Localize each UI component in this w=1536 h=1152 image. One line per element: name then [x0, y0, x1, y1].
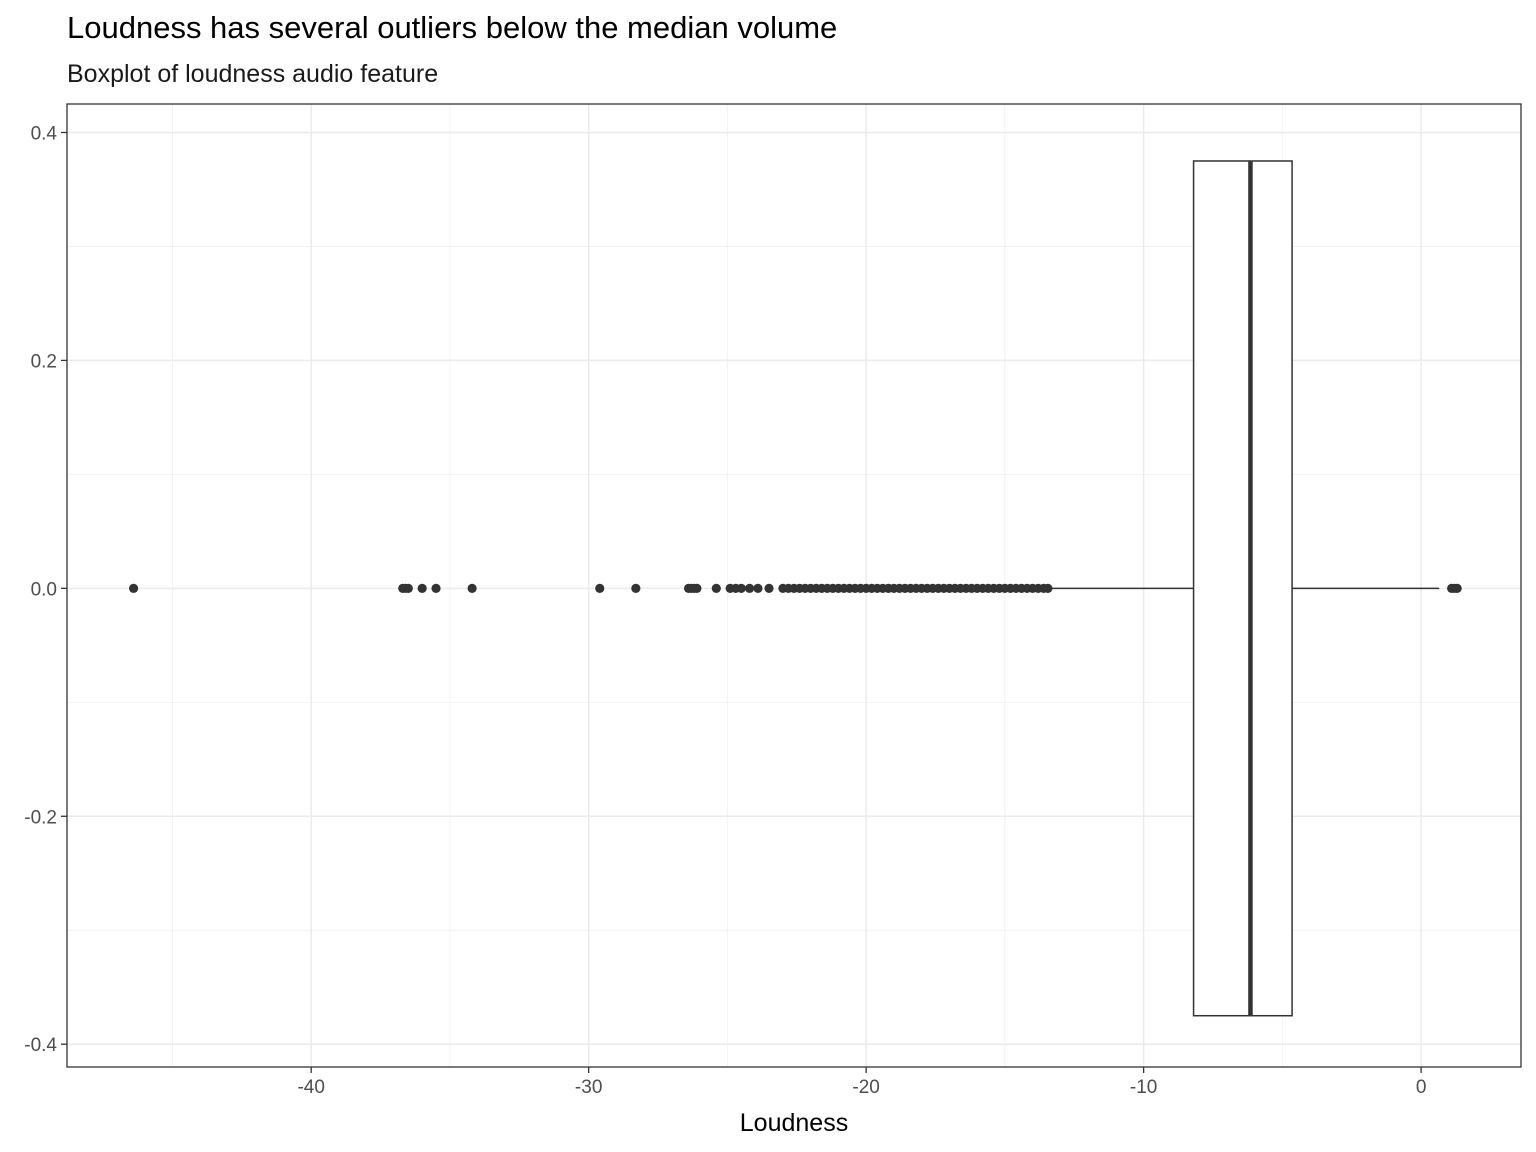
x-tick-label: -30 [575, 1077, 602, 1098]
outlier-point [417, 583, 427, 593]
x-tick-label: -10 [1130, 1077, 1157, 1098]
outlier-point [736, 583, 746, 593]
outlier-point [431, 583, 441, 593]
outlier-point [128, 583, 139, 593]
outlier-point [467, 583, 477, 593]
y-tick-label: 0.0 [31, 579, 57, 600]
outlier-point [1452, 583, 1462, 593]
axes: -40 -30 -20 -10 0 0.4 0.2 0.0 -0.2 -0.4 [24, 123, 1426, 1098]
outlier-point [745, 583, 755, 593]
outlier-point [631, 583, 641, 593]
chart-subtitle: Boxplot of loudness audio feature [67, 60, 439, 88]
outlier-point [711, 583, 721, 593]
y-tick-label: -0.4 [24, 1035, 57, 1056]
outlier-point [692, 583, 702, 593]
x-tick-label: 0 [1416, 1077, 1427, 1098]
x-tick-label: -40 [297, 1077, 324, 1098]
x-tick-label: -20 [852, 1077, 879, 1098]
outlier-point [1043, 583, 1053, 593]
panel-border [66, 103, 1522, 1068]
y-tick-label: -0.2 [24, 807, 57, 828]
outlier-point [403, 583, 413, 593]
outlier-point [753, 583, 763, 593]
plot-marks [128, 160, 1462, 1017]
outlier-point [595, 583, 605, 593]
x-axis-title: Loudness [740, 1109, 848, 1137]
chart-title: Loudness has several outliers below the … [67, 10, 838, 45]
y-tick-label: 0.4 [31, 123, 58, 144]
y-tick-label: 0.2 [31, 351, 57, 372]
outlier-point [764, 583, 774, 593]
box-iqr [1192, 160, 1293, 1017]
